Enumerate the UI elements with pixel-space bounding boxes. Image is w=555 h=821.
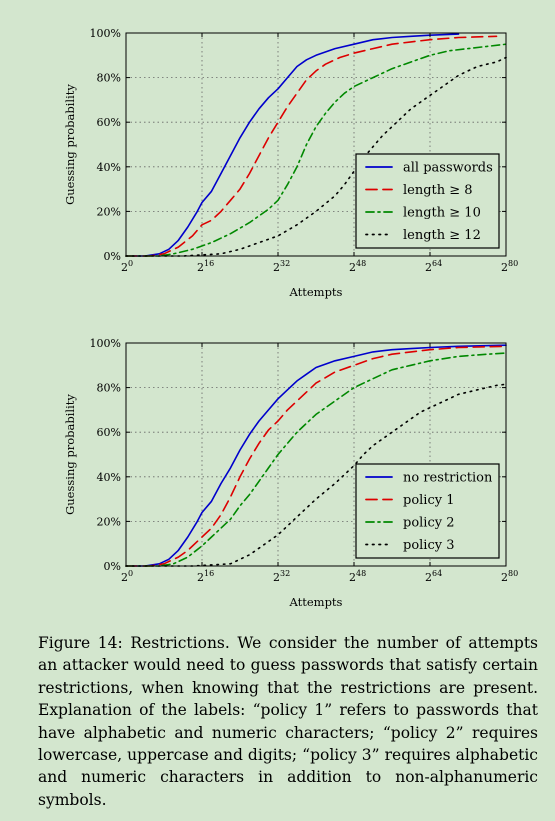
y-tick-label: 60% (97, 116, 121, 129)
x-tick-label: 216 (197, 259, 214, 274)
x-axis-label: Attempts (289, 285, 343, 299)
legend-box (355, 153, 500, 249)
x-tick-label: 280 (501, 569, 518, 584)
y-tick-label: 80% (97, 72, 121, 85)
x-tick-label: 264 (425, 569, 442, 584)
legend-label-2: policy 2 (403, 516, 455, 531)
legend-label-3: policy 3 (403, 538, 455, 553)
y-tick-label: 40% (97, 161, 121, 174)
plot-frame (125, 342, 507, 567)
series-line-1 (125, 35, 498, 257)
x-tick-label: 264 (425, 259, 442, 274)
legend-label-1: length ≥ 8 (403, 183, 473, 198)
x-tick-label: 20 (121, 259, 133, 274)
legend-box (355, 463, 500, 559)
y-tick-label: 100% (90, 337, 121, 350)
y-tick-label: 20% (97, 205, 121, 218)
series-line-1 (125, 345, 507, 567)
plot-frame (125, 32, 507, 257)
y-tick-label: 40% (97, 471, 121, 484)
chart-top: 0% 20% 40% 60% 80% 100% 20 216 232 248 264 280 Attem… (63, 27, 518, 299)
x-tick-label: 232 (273, 259, 290, 274)
legend-label-0: no restriction (403, 471, 493, 486)
series-line-0 (125, 33, 460, 257)
y-tick-label: 20% (97, 515, 121, 528)
y-tick-label: 80% (97, 382, 121, 395)
legend-label-1: policy 1 (403, 493, 455, 508)
x-tick-label: 216 (197, 569, 214, 584)
y-tick-label: 60% (97, 426, 121, 439)
chart-bottom: 0% 20% 40% 60% 80% 100% 20 216 232 248 264 280 Attem… (63, 337, 518, 609)
series-line-0 (125, 344, 507, 567)
series-line-3 (125, 383, 507, 567)
x-tick-label: 232 (273, 569, 290, 584)
y-axis-label: Guessing probability (63, 394, 77, 515)
x-tick-label: 248 (349, 259, 366, 274)
legend-label-2: length ≥ 10 (403, 206, 481, 221)
series-line-2 (125, 352, 507, 567)
x-tick-label: 20 (121, 569, 133, 584)
x-tick-label: 248 (349, 569, 366, 584)
legend-label-0: all passwords (403, 161, 493, 176)
x-tick-label: 280 (501, 259, 518, 274)
legend-label-3: length ≥ 12 (403, 228, 481, 243)
figure-caption: Figure 14: Restrictions. We consider the… (38, 634, 538, 809)
x-axis-label: Attempts (289, 595, 343, 609)
y-tick-label: 100% (90, 27, 121, 40)
y-tick-label: 0% (104, 560, 121, 573)
series-line-3 (125, 56, 507, 257)
y-tick-label: 0% (104, 250, 121, 263)
y-axis-label: Guessing probability (63, 84, 77, 205)
